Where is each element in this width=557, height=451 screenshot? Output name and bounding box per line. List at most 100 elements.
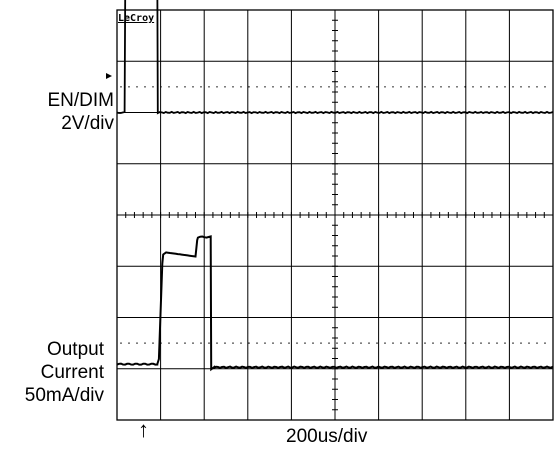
dotted-guide — [520, 342, 522, 344]
dotted-guide — [200, 86, 202, 88]
dotted-guide — [392, 342, 394, 344]
dotted-guide — [312, 342, 314, 344]
dotted-guide — [544, 342, 546, 344]
channel2-name-line1: Output — [46, 339, 104, 360]
dotted-guide — [408, 342, 410, 344]
dotted-guide — [288, 86, 290, 88]
dotted-guide — [264, 86, 266, 88]
dotted-guide — [344, 86, 346, 88]
dotted-guide — [352, 342, 354, 344]
dotted-guide — [192, 86, 194, 88]
dotted-guide — [472, 342, 474, 344]
dotted-guide — [480, 342, 482, 344]
dotted-guide — [320, 86, 322, 88]
dotted-guide — [544, 86, 546, 88]
dotted-guide — [232, 342, 234, 344]
dotted-guide — [160, 342, 162, 344]
dotted-guide — [144, 342, 146, 344]
dotted-guide — [360, 342, 362, 344]
dotted-guide — [216, 342, 218, 344]
dotted-guide — [312, 86, 314, 88]
dotted-guide — [440, 86, 442, 88]
dotted-guide — [408, 86, 410, 88]
trace-channel1 — [116, 0, 554, 115]
timebase-label: 200us/div — [286, 426, 368, 447]
dotted-guide — [360, 86, 362, 88]
dotted-guide — [424, 342, 426, 344]
dotted-guide — [208, 86, 210, 88]
dotted-guide — [480, 86, 482, 88]
channel1-scale: 2V/div — [61, 113, 114, 134]
dotted-guide — [184, 342, 186, 344]
graticule-grid — [116, 9, 554, 421]
dotted-guide — [328, 86, 330, 88]
dotted-guide — [528, 342, 530, 344]
dotted-guide — [432, 342, 434, 344]
dotted-guide — [368, 342, 370, 344]
dotted-guide — [256, 342, 258, 344]
channel1-ground-marker — [106, 73, 112, 79]
dotted-guide — [472, 86, 474, 88]
waveform-traces — [116, 0, 554, 372]
dotted-guide — [528, 86, 530, 88]
dotted-guide — [496, 86, 498, 88]
dotted-guide — [456, 86, 458, 88]
dotted-guide — [288, 342, 290, 344]
dotted-guide — [504, 342, 506, 344]
dotted-guide — [224, 86, 226, 88]
dotted-guide — [512, 342, 514, 344]
dotted-guide — [416, 86, 418, 88]
dotted-guide — [416, 342, 418, 344]
dotted-guide — [280, 86, 282, 88]
dotted-guide — [536, 342, 538, 344]
dotted-guide — [320, 342, 322, 344]
dotted-guide — [136, 86, 138, 88]
dotted-guide — [136, 342, 138, 344]
dotted-guide — [448, 342, 450, 344]
trigger-arrow-icon: ↑ — [138, 417, 149, 442]
channel2-label: Output Current 50mA/div — [6, 338, 104, 407]
dotted-guide — [296, 342, 298, 344]
dotted-guide — [152, 342, 154, 344]
dotted-guide — [400, 342, 402, 344]
dotted-guide — [376, 342, 378, 344]
dotted-guide — [336, 86, 338, 88]
dotted-guide — [488, 342, 490, 344]
dotted-guide — [248, 86, 250, 88]
dotted-guide — [232, 86, 234, 88]
dotted-guide — [448, 86, 450, 88]
dotted-guide — [304, 86, 306, 88]
brand-logo: LeCroy — [118, 13, 155, 24]
channel1-name: EN/DIM — [47, 90, 115, 111]
dotted-guide — [120, 86, 122, 88]
trace-channel2 — [116, 235, 554, 372]
dotted-guide — [520, 86, 522, 88]
dotted-guide — [464, 342, 466, 344]
dotted-guide — [496, 342, 498, 344]
dotted-guide — [464, 86, 466, 88]
dotted-guide — [120, 342, 122, 344]
channel2-name-line2: Current — [40, 362, 104, 383]
channel2-scale: 50mA/div — [24, 385, 104, 406]
dotted-guide — [352, 86, 354, 88]
dotted-guide — [216, 86, 218, 88]
dotted-guide — [184, 86, 186, 88]
dotted-guide — [424, 86, 426, 88]
dotted-guide — [440, 342, 442, 344]
dotted-guide — [240, 342, 242, 344]
dotted-guide — [152, 86, 154, 88]
dotted-guide — [168, 342, 170, 344]
dotted-guide — [400, 86, 402, 88]
dotted-guide — [384, 86, 386, 88]
dotted-guide — [384, 342, 386, 344]
dotted-guide — [160, 86, 162, 88]
dotted-guide — [176, 86, 178, 88]
dotted-guide — [336, 342, 338, 344]
dotted-guide — [512, 86, 514, 88]
dotted-guide — [392, 86, 394, 88]
dotted-guide — [304, 342, 306, 344]
dotted-guide — [344, 342, 346, 344]
dotted-guide — [456, 342, 458, 344]
dotted-guide — [488, 86, 490, 88]
